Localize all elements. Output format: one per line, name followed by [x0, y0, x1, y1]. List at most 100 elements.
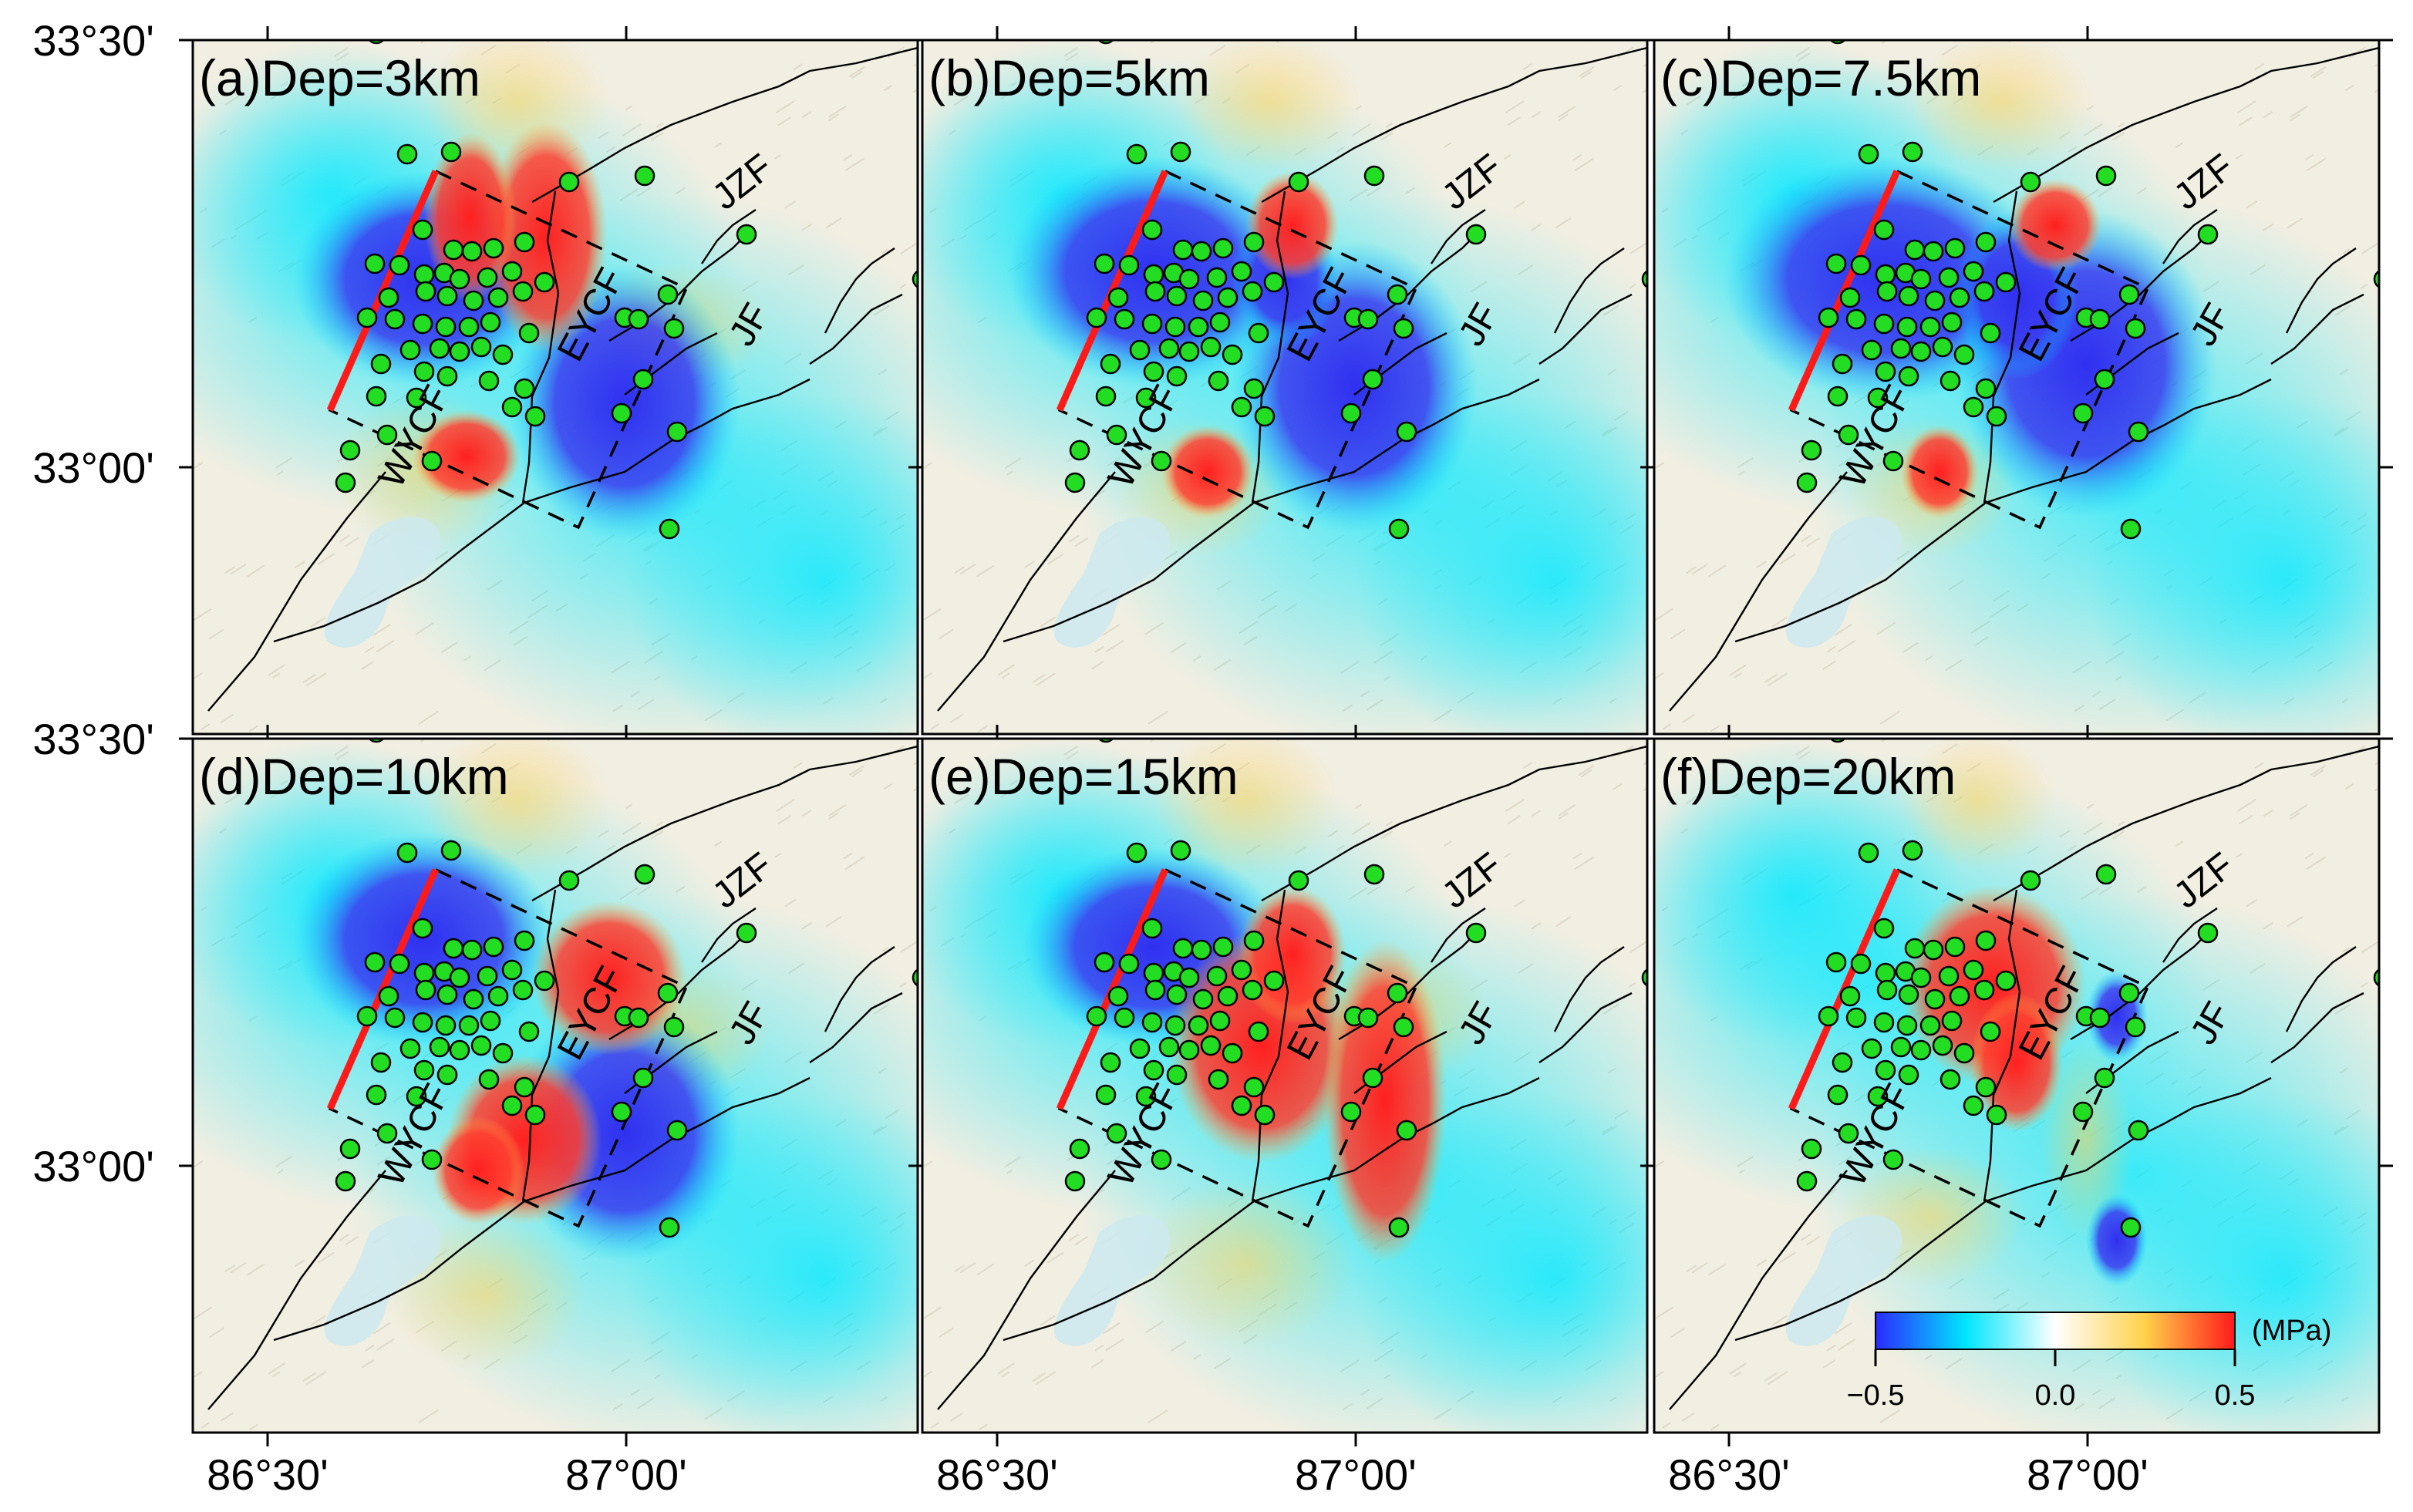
aftershock-marker	[1362, 369, 1383, 390]
aftershock-marker	[1882, 1149, 1904, 1170]
aftershock-marker	[1243, 231, 1265, 253]
aftershock-marker	[659, 518, 680, 540]
aftershock-marker	[412, 1012, 433, 1033]
aftershock-marker	[628, 1007, 649, 1029]
aftershock-marker	[1217, 985, 1239, 1007]
fault-trace	[1251, 889, 1289, 1202]
aftershock-marker	[406, 1086, 427, 1107]
lake	[1053, 517, 1171, 648]
aftershock-marker	[378, 287, 399, 308]
panel-title-a: (a)Dep=3km	[199, 49, 480, 106]
aftershock-marker	[2094, 1067, 2115, 1089]
panel-frame	[1653, 737, 2381, 1434]
aftershock-marker	[413, 1059, 435, 1081]
aftershock-marker	[501, 261, 523, 282]
aftershock-marker	[1170, 141, 1191, 163]
aftershock-marker	[514, 378, 535, 399]
fault-trace	[531, 46, 918, 204]
aftershock-marker	[1158, 338, 1180, 359]
aftershock-marker	[1910, 1039, 1932, 1061]
aftershock-marker	[1151, 450, 1172, 472]
aftershock-marker	[512, 979, 534, 1001]
aftershock-marker	[463, 988, 484, 1010]
aftershock-marker	[1861, 1038, 1882, 1059]
fault-trace	[1993, 745, 2379, 902]
aftershock-marker	[1106, 1123, 1127, 1144]
aftershock-marker	[1188, 316, 1209, 338]
aftershock-marker	[1086, 1005, 1107, 1027]
aftershock-marker	[1949, 985, 1970, 1007]
aftershock-marker	[1393, 1016, 1414, 1038]
aftershock-marker	[2072, 402, 2094, 424]
aftershock-marker	[429, 338, 450, 359]
aftershock-marker	[1263, 970, 1285, 992]
aftershock-marker	[487, 287, 509, 308]
fault-trace	[701, 209, 757, 264]
aftershock-marker	[2095, 864, 2117, 885]
aftershock-marker	[1144, 979, 1166, 1001]
stress-increase-weak	[1154, 739, 1339, 877]
aftershock-marker	[1867, 1086, 1889, 1107]
aftershock-marker	[440, 0, 459, 2]
fault-trace	[809, 293, 903, 365]
aftershock-marker	[1191, 40, 1201, 42]
aftershock-marker	[1873, 1012, 1895, 1033]
aftershock-marker	[429, 1036, 450, 1058]
aftershock-marker	[1200, 1035, 1222, 1056]
aftershock-marker	[1143, 264, 1164, 285]
lake	[1053, 1215, 1171, 1346]
aftershock-marker	[413, 264, 435, 285]
aftershock-marker	[1980, 1021, 2001, 1042]
fault-trace	[1431, 209, 1486, 264]
stress-increase-weak	[1177, 40, 1362, 171]
aftershock-marker	[461, 939, 483, 961]
aftershock-marker	[632, 1067, 654, 1089]
aftershock-marker	[1288, 171, 1309, 193]
aftershock-marker	[1938, 267, 1960, 288]
aftershock-marker	[1362, 1067, 1383, 1089]
aftershock-marker	[436, 285, 458, 307]
aftershock-marker	[1357, 1007, 1379, 1029]
fault-trace	[521, 190, 560, 503]
aftershock-marker	[558, 870, 580, 891]
aftershock-marker	[1126, 143, 1148, 165]
stress-shadow	[2086, 1194, 2148, 1286]
aftershock-marker	[492, 1042, 514, 1064]
aftershock-marker	[449, 268, 470, 290]
aftershock-marker	[1873, 918, 1895, 939]
fault-trace	[809, 992, 903, 1063]
aftershock-marker	[1963, 959, 1984, 981]
aftershock-marker	[657, 982, 679, 1004]
panel-title-c: (c)Dep=7.5km	[1660, 49, 1981, 106]
aftershock-marker	[1151, 1149, 1172, 1170]
aftershock-marker	[1095, 386, 1117, 407]
colorbar-ramp	[1875, 1312, 2236, 1350]
aftershock-marker	[470, 336, 492, 358]
lon-label-east: 87°00'	[2027, 1450, 2148, 1499]
aftershock-marker	[1838, 1123, 1859, 1144]
aftershock-marker	[487, 985, 509, 1007]
aftershock-marker	[1100, 353, 1121, 375]
aftershock-marker	[534, 970, 555, 992]
lat-label-top: 33°30'	[32, 16, 154, 65]
aftershock-marker	[421, 1149, 443, 1170]
aftershock-marker	[1231, 1095, 1252, 1116]
fault-trace	[273, 378, 811, 643]
aftershock-marker	[1818, 307, 1839, 328]
aftershock-marker	[1923, 939, 1944, 961]
lon-label-east: 87°00'	[1295, 1450, 1417, 1499]
aftershock-marker	[632, 369, 654, 390]
aftershock-marker	[1825, 253, 1847, 274]
lon-label-west: 86°30'	[936, 1450, 1058, 1499]
aftershock-marker	[1388, 518, 1410, 540]
aftershock-marker	[2197, 224, 2219, 245]
aftershock-marker	[1973, 979, 1995, 1001]
aftershock-marker	[1825, 951, 1847, 973]
fault-trace	[2162, 908, 2218, 963]
aftershock-marker	[449, 1039, 470, 1061]
lat-label-mid: 33°00'	[32, 1142, 154, 1190]
